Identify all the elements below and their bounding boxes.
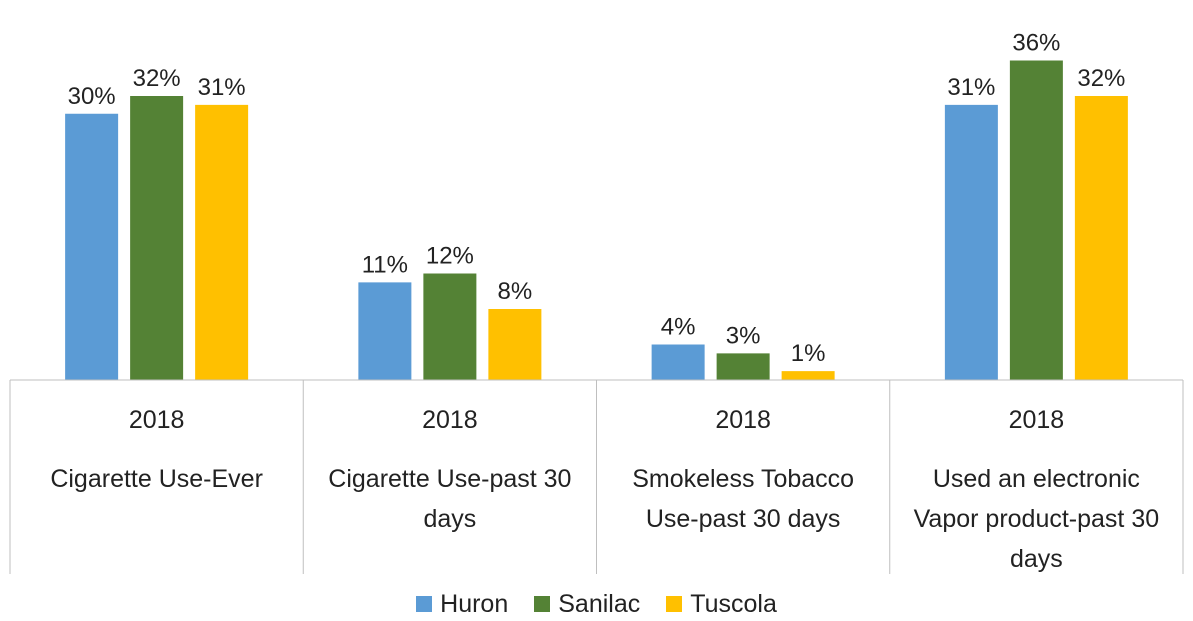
data-label-huron-1: 30% [68,83,116,110]
legend-item-sanilac: Sanilac [534,590,640,618]
legend-label-tuscola: Tuscola [690,590,777,618]
legend-item-tuscola: Tuscola [666,590,777,618]
category-year-label-4: 2018 [1009,406,1065,434]
legend-item-huron: Huron [416,590,508,618]
bar-tuscola-2 [488,309,541,380]
bar-sanilac-4 [1010,61,1063,381]
legend-swatch-huron [416,596,432,612]
category-label-3-line-1: Smokeless Tobacco [632,465,854,493]
bar-huron-2 [358,282,411,380]
bar-tuscola-4 [1075,96,1128,380]
data-label-tuscola-4: 32% [1077,65,1125,92]
data-label-sanilac-1: 32% [133,65,181,92]
bar-sanilac-3 [717,353,770,380]
bar-sanilac-2 [423,274,476,381]
data-label-sanilac-3: 3% [726,322,761,349]
data-label-sanilac-4: 36% [1012,30,1060,57]
category-label-2-line-1: Cigarette Use-past 30 [328,465,571,493]
bar-sanilac-1 [130,96,183,380]
bar-chart: 30% 32% 31% 11% 12% 8% 4% 3% 1% 31% 36% 32% 2018 Ciga… [0,0,1193,590]
bar-tuscola-1 [195,105,248,380]
legend-swatch-sanilac [534,596,550,612]
legend: Huron Sanilac Tuscola [0,590,1193,618]
data-label-tuscola-1: 31% [198,74,246,101]
bar-huron-1 [65,114,118,380]
data-label-huron-4: 31% [947,74,995,101]
bar-huron-4 [945,105,998,380]
legend-label-sanilac: Sanilac [558,590,640,618]
data-label-huron-3: 4% [661,314,696,341]
category-label-1-line-1: Cigarette Use-Ever [50,465,263,493]
category-label-4-line-1: Used an electronic [933,465,1140,493]
category-year-label-2: 2018 [422,406,478,434]
data-label-huron-2: 11% [362,251,408,278]
category-label-4-line-3: days [1010,545,1063,573]
category-label-3-line-2: Use-past 30 days [646,505,841,533]
data-label-sanilac-2: 12% [426,243,474,270]
category-label-4-line-2: Vapor product-past 30 [914,505,1160,533]
bar-huron-3 [652,345,705,381]
bar-tuscola-3 [782,371,835,380]
data-label-tuscola-2: 8% [498,278,533,305]
category-year-label-3: 2018 [715,406,771,434]
legend-label-huron: Huron [440,590,508,618]
legend-swatch-tuscola [666,596,682,612]
data-label-tuscola-3: 1% [791,340,826,367]
category-label-2-line-2: days [423,505,476,533]
category-year-label-1: 2018 [129,406,185,434]
